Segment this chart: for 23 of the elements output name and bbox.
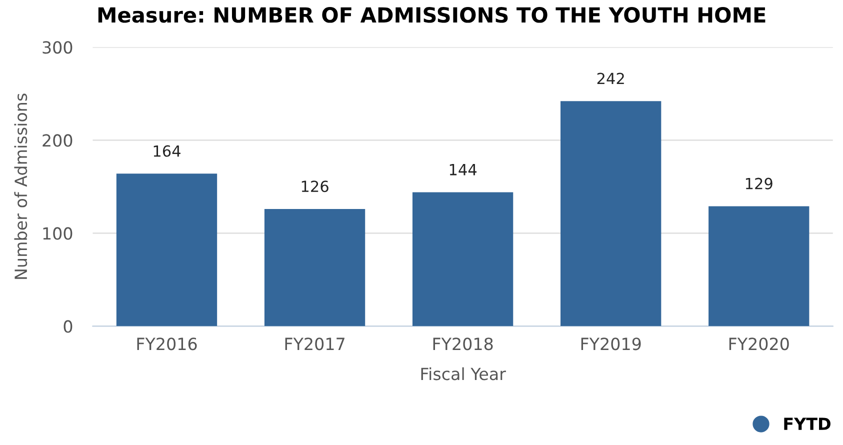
- y-axis-title: Number of Admissions: [14, 94, 28, 279]
- y-tick-label: 100: [43, 227, 72, 240]
- bar: [560, 101, 662, 326]
- bar: [708, 206, 810, 326]
- y-tick-label: 300: [42, 41, 72, 54]
- chart-title: Measure: NUMBER OF ADMISSIONS TO THE YOUTH HOME: [98, 7, 766, 23]
- x-tick-label: FY2016: [137, 338, 197, 350]
- data-label: 164: [154, 145, 180, 157]
- data-label: 129: [746, 178, 772, 190]
- data-label: 126: [302, 180, 328, 192]
- y-tick-label: 200: [42, 134, 72, 147]
- bar: [264, 209, 366, 326]
- x-tick-label: FY2018: [433, 338, 493, 350]
- data-label: 242: [597, 72, 624, 84]
- x-tick-label: FY2019: [581, 338, 641, 350]
- bar: [412, 192, 514, 326]
- y-tick-label: 0: [64, 320, 72, 333]
- legend-label: FYTD: [784, 418, 830, 430]
- x-axis-title: Fiscal Year: [421, 367, 506, 380]
- x-tick-label: FY2020: [729, 338, 789, 350]
- x-tick-label: FY2017: [285, 338, 344, 350]
- data-label: 144: [450, 164, 477, 176]
- bar: [116, 174, 218, 326]
